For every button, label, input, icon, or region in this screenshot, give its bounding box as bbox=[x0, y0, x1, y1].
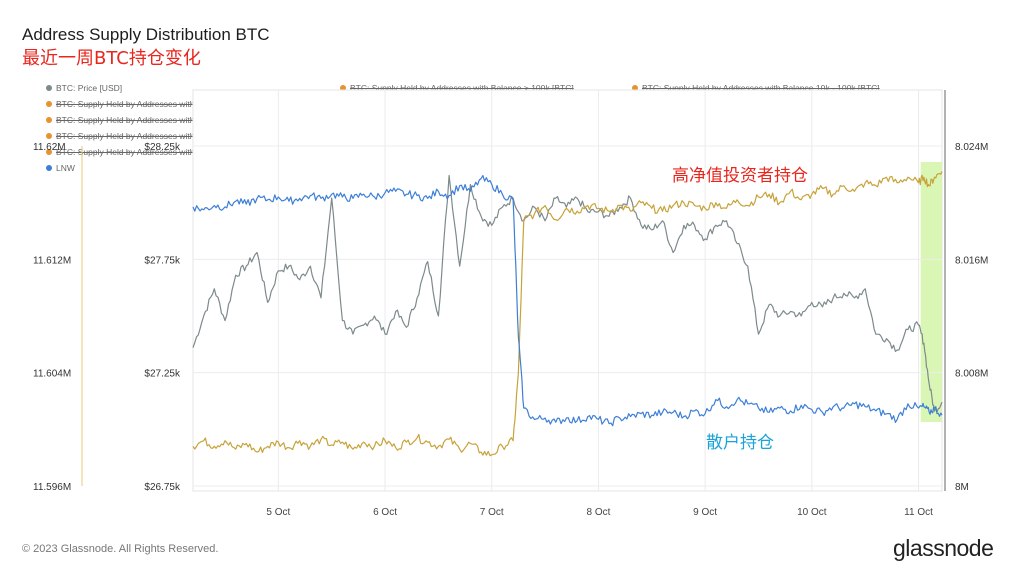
series-line-uhnw bbox=[192, 171, 943, 457]
x-tick-label: 10 Oct bbox=[797, 507, 827, 518]
legend-item[interactable]: BTC: Supply Held by Addresses with Balan… bbox=[340, 82, 574, 93]
legend-label: BTC: Supply Held by Addresses with Balan… bbox=[56, 146, 283, 157]
series-line-lnw bbox=[192, 174, 943, 427]
x-tick-label: 11 Oct bbox=[904, 507, 933, 518]
y-tick-label-left-inner: $27.75k bbox=[144, 255, 181, 266]
legend-swatch bbox=[46, 148, 52, 155]
legend-label: BTC: Supply Held by Addresses with Balan… bbox=[642, 82, 880, 93]
y-tick-label-right: 8M bbox=[955, 482, 969, 493]
y-tick-label-right: 8.008M bbox=[955, 369, 988, 380]
legend-swatch bbox=[46, 164, 52, 171]
x-tick-label: 9 Oct bbox=[693, 507, 717, 518]
lnw-annotation: 散户持仓 bbox=[706, 433, 774, 453]
y-tick-label-left-inner: $26.75k bbox=[144, 482, 181, 493]
legend-item[interactable]: BTC: Supply Held by Addresses with Balan… bbox=[46, 114, 285, 125]
legend-swatch bbox=[46, 132, 52, 139]
legend-label: BTC: Supply Held by Addresses with Balan… bbox=[350, 82, 574, 93]
legend-item[interactable]: BTC: Supply Held by Addresses with Balan… bbox=[632, 82, 880, 93]
x-tick-label: 7 Oct bbox=[480, 507, 504, 518]
highlight-band bbox=[920, 162, 942, 422]
legend-item[interactable]: LNW bbox=[46, 162, 75, 173]
y-tick-label-left-outer: 11.596M bbox=[33, 482, 71, 493]
legend-label: BTC: Price [USD] bbox=[56, 82, 123, 93]
y-tick-label-left-outer: 11.612M bbox=[33, 255, 71, 266]
series-line-btc-price-usd- bbox=[192, 174, 943, 413]
legend-swatch bbox=[46, 116, 52, 123]
uhnw-annotation: 高净值投资者持仓 bbox=[672, 166, 808, 186]
copyright-notice: © 2023 Glassnode. All Rights Reserved. bbox=[22, 543, 219, 555]
x-tick-label: 6 Oct bbox=[373, 507, 397, 518]
chart-subtitle: 最近一周BTC持仓变化 bbox=[22, 48, 201, 69]
legend-swatch bbox=[46, 84, 52, 91]
legend-swatch bbox=[340, 84, 346, 91]
legend-label: BTC: Supply Held by Addresses with Balan… bbox=[56, 98, 285, 109]
y-tick-label-left-outer: 11.604M bbox=[33, 369, 71, 380]
brand-logo: glassnode bbox=[893, 535, 994, 561]
x-tick-label: 8 Oct bbox=[586, 507, 610, 518]
legend-label: LNW bbox=[56, 162, 75, 173]
legend-label: BTC: Supply Held by Addresses with Balan… bbox=[56, 114, 286, 125]
y-tick-label-left-inner: $28.25k bbox=[144, 142, 181, 153]
chart-title: Address Supply Distribution BTC bbox=[22, 25, 270, 44]
x-tick-label: 5 Oct bbox=[266, 507, 290, 518]
y-tick-label-right: 8.024M bbox=[955, 142, 988, 153]
legend-swatch bbox=[632, 84, 638, 91]
plot-area bbox=[192, 89, 943, 492]
legend-item[interactable]: BTC: Supply Held by Addresses with Balan… bbox=[46, 146, 283, 157]
legend-swatch bbox=[46, 100, 52, 107]
y-tick-label-right: 8.016M bbox=[955, 255, 988, 266]
legend-label: BTC: Supply Held by Addresses with Balan… bbox=[56, 130, 279, 141]
legend-item[interactable]: BTC: Price [USD] bbox=[46, 82, 122, 93]
y-tick-label-left-inner: $27.25k bbox=[144, 369, 181, 380]
legend-item[interactable]: BTC: Supply Held by Addresses with Balan… bbox=[46, 130, 278, 141]
y-tick-label-left-outer: 11.62M bbox=[33, 142, 66, 153]
legend-item[interactable]: BTC: Supply Held by Addresses with Balan… bbox=[46, 98, 284, 109]
